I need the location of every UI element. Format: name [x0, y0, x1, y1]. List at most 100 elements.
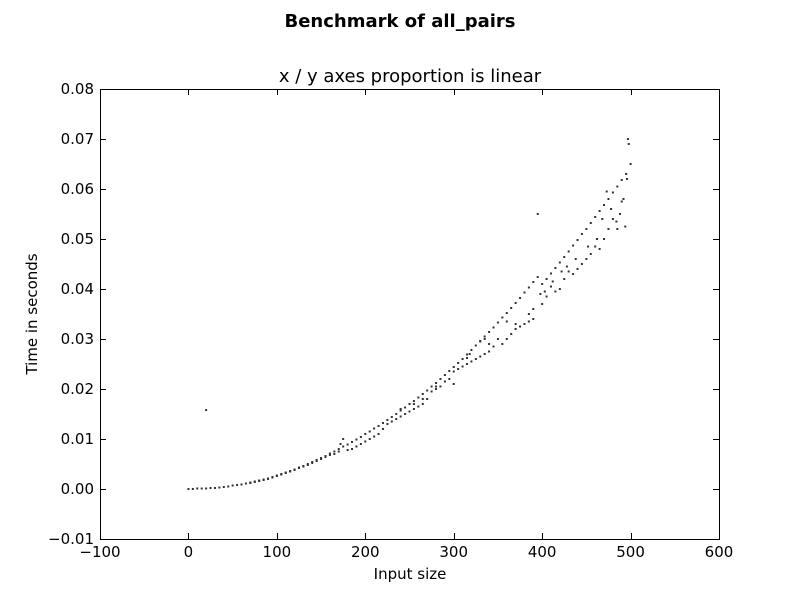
- data-point: [611, 218, 614, 220]
- data-point: [457, 368, 460, 370]
- data-point: [527, 286, 530, 289]
- data-point: [439, 378, 442, 380]
- data-point: [629, 163, 632, 165]
- x-tick-label: 400: [528, 543, 557, 561]
- data-point: [209, 487, 212, 489]
- data-point: [505, 312, 508, 314]
- data-point: [514, 302, 517, 304]
- data-point: [293, 469, 296, 471]
- data-point: [616, 228, 619, 230]
- data-point: [505, 338, 508, 340]
- data-point: [479, 355, 482, 358]
- data-point: [541, 283, 544, 285]
- data-point: [488, 343, 491, 345]
- x-tick-label: 100: [263, 543, 292, 561]
- y-tick-label: 0.01: [61, 430, 94, 448]
- data-point: [430, 390, 433, 393]
- data-point: [200, 487, 203, 490]
- data-point: [328, 454, 331, 456]
- data-point: [430, 385, 433, 388]
- data-point: [470, 349, 473, 351]
- data-point: [572, 273, 575, 275]
- data-point: [333, 453, 336, 455]
- data-point: [342, 445, 345, 448]
- data-point: [601, 218, 604, 220]
- data-point: [452, 383, 455, 385]
- data-point: [267, 478, 270, 480]
- chart-title: x / y axes proportion is linear: [279, 66, 542, 87]
- data-point: [271, 476, 274, 479]
- data-point: [492, 326, 495, 329]
- data-point: [624, 225, 627, 228]
- data-point: [368, 438, 371, 440]
- data-point: [448, 370, 451, 372]
- data-point: [514, 323, 517, 325]
- data-point: [262, 479, 265, 481]
- data-point: [483, 338, 486, 340]
- data-point: [470, 360, 473, 363]
- data-point: [496, 338, 499, 340]
- data-point: [399, 408, 402, 410]
- data-point: [501, 316, 504, 319]
- data-point: [412, 403, 415, 405]
- data-point: [554, 290, 557, 293]
- data-point: [205, 409, 208, 411]
- data-point: [435, 385, 438, 388]
- data-point: [565, 265, 568, 268]
- data-point: [465, 357, 468, 359]
- data-point: [213, 487, 216, 489]
- y-tick-label: 0.00: [61, 480, 94, 498]
- data-point: [536, 213, 539, 215]
- data-point: [443, 380, 446, 383]
- data-point: [339, 443, 342, 445]
- data-point: [572, 244, 575, 247]
- data-point: [452, 370, 455, 373]
- data-point: [377, 425, 380, 427]
- data-point: [421, 398, 424, 400]
- data-point: [346, 443, 349, 446]
- data-point: [364, 440, 367, 443]
- data-point: [527, 320, 530, 323]
- data-point: [558, 261, 561, 264]
- data-point: [205, 487, 208, 490]
- data-point: [412, 400, 415, 402]
- y-tick-label: 0.02: [61, 380, 94, 398]
- data-point: [532, 318, 535, 320]
- data-point: [258, 480, 261, 482]
- data-point: [302, 465, 305, 468]
- data-point: [594, 245, 597, 248]
- data-point: [364, 433, 367, 435]
- data-point: [244, 482, 247, 485]
- data-point: [280, 473, 283, 476]
- data-point: [461, 365, 464, 368]
- data-point: [627, 143, 630, 145]
- data-point: [421, 393, 424, 395]
- x-tick-label: 0: [184, 543, 194, 561]
- data-point: [404, 413, 407, 415]
- data-point: [574, 258, 577, 260]
- data-point: [390, 420, 393, 423]
- data-point: [488, 331, 491, 333]
- data-point: [253, 481, 256, 483]
- data-point: [236, 484, 239, 486]
- data-point: [603, 238, 606, 240]
- data-point: [240, 483, 243, 486]
- data-point: [448, 378, 451, 380]
- data-point: [598, 248, 601, 250]
- data-point: [187, 488, 190, 490]
- data-point: [563, 278, 566, 280]
- data-point: [231, 484, 234, 487]
- data-point: [479, 340, 482, 343]
- x-tick-label: 300: [439, 543, 468, 561]
- data-point: [465, 363, 468, 365]
- data-point: [585, 228, 588, 230]
- data-point: [457, 362, 460, 364]
- data-point: [514, 328, 517, 330]
- data-point: [492, 345, 495, 348]
- x-axis-label: Input size: [374, 565, 447, 583]
- data-point: [399, 415, 402, 418]
- data-point: [551, 280, 554, 283]
- y-tick-label: 0.08: [61, 80, 94, 98]
